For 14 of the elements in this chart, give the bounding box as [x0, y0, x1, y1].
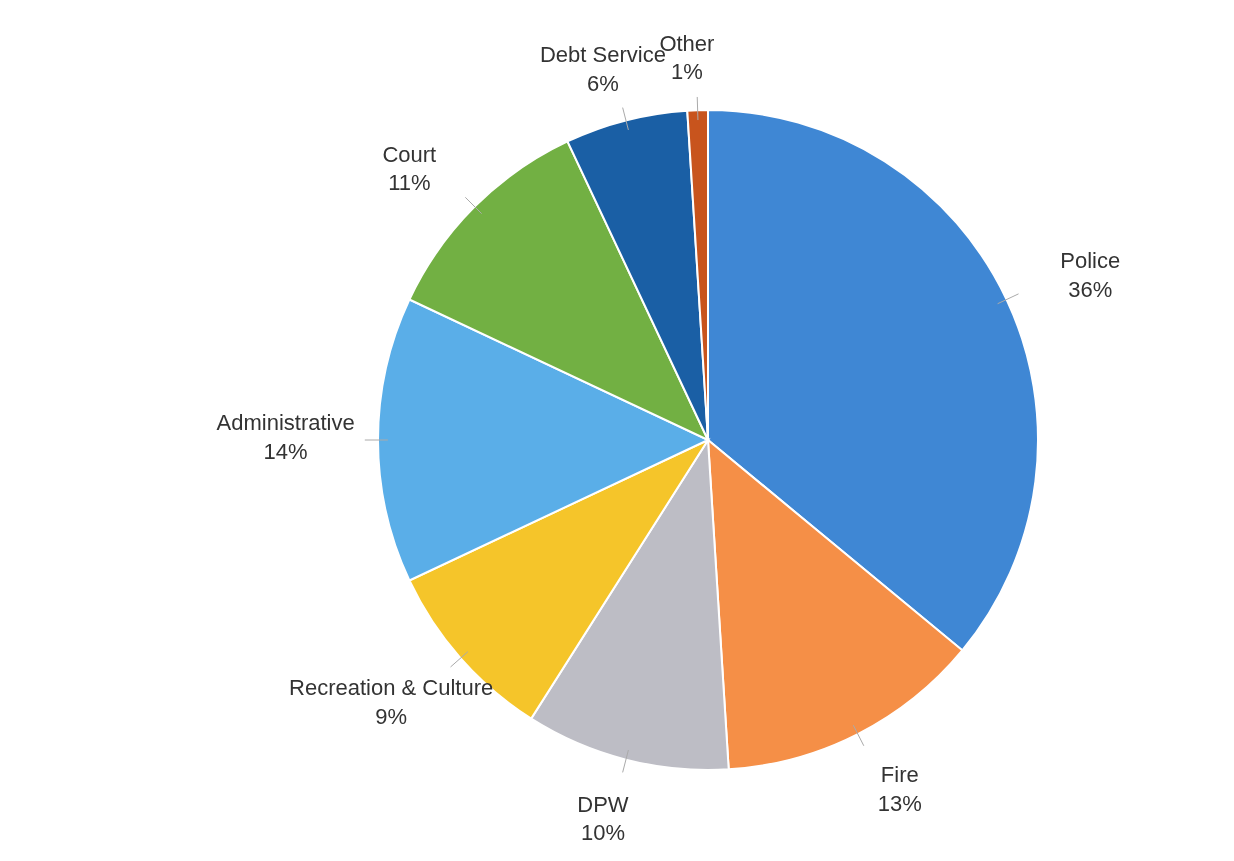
slice-label: Court: [382, 141, 437, 167]
data-label: 9%: [375, 703, 408, 729]
data-label: 13%: [877, 790, 922, 816]
slice-label: Police: [1060, 248, 1121, 274]
slice-label: DPW: [577, 791, 629, 817]
data-label: 6%: [587, 71, 619, 97]
data-label: 14%: [263, 438, 308, 464]
slice-label: Fire: [880, 762, 919, 788]
slice-label: Recreation & Culture: [289, 674, 494, 700]
data-label: 36%: [1068, 277, 1113, 303]
data-label: 1%: [670, 59, 703, 85]
slice-label: Administrative: [216, 410, 355, 435]
data-label: 11%: [388, 170, 431, 196]
data-label: 10%: [580, 820, 625, 846]
